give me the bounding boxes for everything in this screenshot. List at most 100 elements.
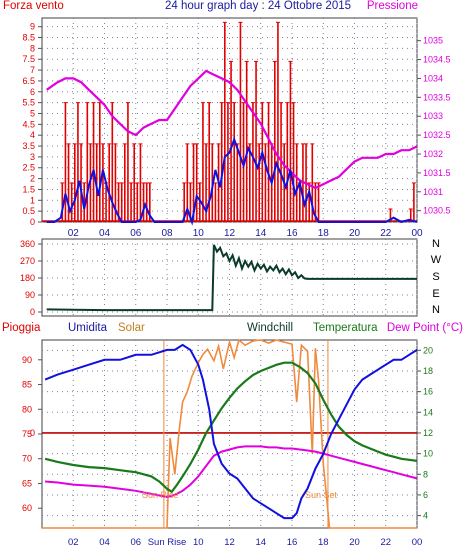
direction-left-tick: 270 xyxy=(20,256,35,266)
wind-left-tick: 5 xyxy=(30,108,35,118)
pressure-right-tick: 1034.5 xyxy=(423,55,451,65)
wind-x-tick: 08 xyxy=(161,228,173,239)
temperature-right-tick: 6 xyxy=(423,490,428,500)
pressure-right-tick: 1031.5 xyxy=(423,168,451,178)
direction-left-tick: 180 xyxy=(20,273,35,283)
temperature-x-tick: 22 xyxy=(380,537,391,548)
direction-letter-n-top: N xyxy=(432,238,440,250)
direction-marks xyxy=(46,244,417,312)
temperature-x-tick: 12 xyxy=(224,537,235,548)
wind-marks xyxy=(42,21,418,226)
wind-left-tick: 0.5 xyxy=(22,206,35,216)
humidity-left-tick: 80 xyxy=(22,404,32,414)
wind-left-tick: 2 xyxy=(30,174,35,184)
wind-left-tick: 6.5 xyxy=(22,76,35,86)
direction-letter-n-bottom: N xyxy=(432,304,440,316)
legend-pioggia: Pioggia xyxy=(2,322,41,334)
pressure-right-tick: 1032 xyxy=(423,149,443,159)
wind-left-tick: 5.5 xyxy=(22,98,35,108)
temperature-left-ticks: 60 65 70 75 80 85 90 xyxy=(22,355,42,513)
temperature-marks: 0 xyxy=(30,338,418,529)
wind-left-tick: 3.5 xyxy=(22,141,35,151)
direction-panel: 0 90 180 270 360 N W S E N xyxy=(20,238,442,317)
header: Forza vento 24 hour graph day : 24 Ottob… xyxy=(3,0,418,12)
direction-left-tick: 360 xyxy=(20,239,35,249)
wind-left-tick: 8 xyxy=(30,43,35,53)
legend-solar: Solar xyxy=(118,322,145,334)
humidity-line xyxy=(44,343,418,520)
wind-left-tick: 7 xyxy=(30,65,35,75)
header-center-title: 24 hour graph day : 24 Ottobre 2015 xyxy=(165,0,351,12)
wind-left-tick: 4 xyxy=(30,130,35,140)
wind-x-tick: 10 xyxy=(193,228,205,239)
humidity-left-tick: 65 xyxy=(22,478,32,488)
wind-panel: 00.511.522.533.544.555.566.577.588.59 10… xyxy=(22,17,451,239)
wind-direction-line xyxy=(46,244,417,312)
direction-left-ticks: 0 90 180 270 360 xyxy=(20,239,42,317)
legend-temperatura: Temperatura xyxy=(313,322,378,334)
legend-row: Pioggia Umidita Solar Windchill Temperat… xyxy=(2,322,463,334)
wind-x-ticks: 02 04 06 08 10 12 14 16 18 20 22 00 xyxy=(68,228,423,239)
humidity-left-tick: 90 xyxy=(22,355,32,365)
temperature-x-tick: 02 xyxy=(68,537,79,548)
temperature-right-tick: 10 xyxy=(423,449,433,459)
pressure-right-tick: 1033.5 xyxy=(423,92,451,102)
temperature-x-tick: 20 xyxy=(349,537,360,548)
temperature-right-tick: 8 xyxy=(423,469,428,479)
wind-average-line xyxy=(46,136,418,226)
temperature-x-tick: 10 xyxy=(193,537,204,548)
legend-umidita: Umidita xyxy=(68,322,108,334)
pressure-right-tick: 1034 xyxy=(423,73,443,83)
wind-left-tick: 3 xyxy=(30,152,35,162)
wind-left-tick: 1.5 xyxy=(22,184,35,194)
temperature-line xyxy=(44,361,418,494)
wind-left-tick: 1 xyxy=(30,195,35,205)
temperature-x-tick: 14 xyxy=(255,537,266,548)
wind-left-tick: 7.5 xyxy=(22,54,35,64)
header-right-title: Pressione xyxy=(367,0,418,12)
solar-line xyxy=(42,338,417,529)
direction-letter-s: S xyxy=(432,271,439,283)
wind-left-tick: 9 xyxy=(30,22,35,32)
temperature-x-tick: 16 xyxy=(287,537,298,548)
temperature-x-ticks: 02 04 06 Sun Rise 10 12 14 16 18 20 22 00 xyxy=(68,537,422,548)
humidity-left-tick: 75 xyxy=(22,429,32,439)
temperature-right-tick: 14 xyxy=(423,407,433,417)
temperature-panel: 0 60 65 70 75 80 85 90 4 6 8 10 12 14 16 18 20 02 04 06 S… xyxy=(22,338,433,548)
wind-left-tick: 4.5 xyxy=(22,119,35,129)
humidity-left-tick: 60 xyxy=(22,503,32,513)
pressure-right-tick: 1035 xyxy=(423,36,443,46)
temperature-right-ticks: 4 6 8 10 12 14 16 18 20 xyxy=(417,345,433,521)
direction-letter-w: W xyxy=(431,254,442,266)
pressure-right-tick: 1032.5 xyxy=(423,130,451,140)
pressure-right-tick: 1031 xyxy=(423,187,443,197)
temperature-right-tick: 20 xyxy=(423,345,433,355)
wind-left-tick: 0 xyxy=(30,217,35,227)
temperature-right-tick: 18 xyxy=(423,366,433,376)
temperature-x-tick: Sun Rise xyxy=(148,537,187,548)
wind-x-tick: 18 xyxy=(318,228,330,239)
direction-left-tick: 0 xyxy=(30,307,35,317)
wind-x-tick: 14 xyxy=(255,228,267,239)
wind-x-tick: 22 xyxy=(380,228,392,239)
temperature-x-tick: 04 xyxy=(99,537,110,548)
wind-x-tick: 00 xyxy=(411,228,423,239)
rain-zero-label: 0 xyxy=(30,428,35,438)
temperature-right-tick: 16 xyxy=(423,387,433,397)
wind-x-tick: 04 xyxy=(99,228,111,239)
wind-left-tick: 2.5 xyxy=(22,163,35,173)
direction-letters: N W S E N xyxy=(431,238,442,316)
wind-right-ticks: 1030.5 1031 1031.5 1032 1032.5 1033 1033.5 1034… xyxy=(417,36,451,216)
temperature-x-tick: 00 xyxy=(412,537,423,548)
humidity-left-tick: 70 xyxy=(22,454,32,464)
temperature-plot-frame xyxy=(41,339,418,529)
sun-rise-label: Sun Rise xyxy=(142,490,179,500)
direction-plot-frame xyxy=(41,238,418,317)
pressure-right-tick: 1030.5 xyxy=(423,206,451,216)
wind-x-tick: 02 xyxy=(68,228,80,239)
wind-x-tick: 20 xyxy=(349,228,361,239)
legend-windchill: Windchill xyxy=(247,322,293,334)
wind-x-tick: 06 xyxy=(130,228,142,239)
legend-dewpoint: Dew Point (°C) xyxy=(387,322,463,334)
